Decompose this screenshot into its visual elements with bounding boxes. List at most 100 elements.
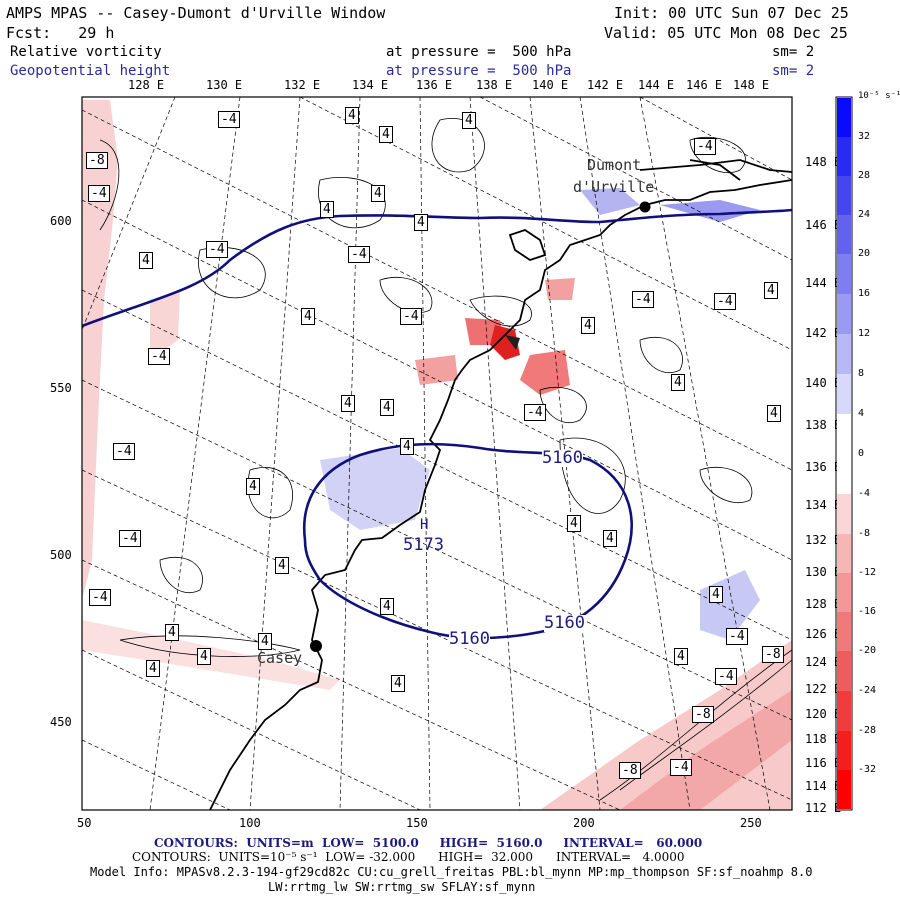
colorbar-units: 10⁻⁵ s⁻¹ xyxy=(858,91,900,101)
model-physics: LW:rrtmg_lw SW:rrtmg_sw SFLAY:sf_mynn xyxy=(268,880,536,894)
vorticity-label: 4 xyxy=(567,515,581,532)
vorticity-label: 4 xyxy=(400,438,414,455)
vorticity-label: 4 xyxy=(671,374,685,391)
colorbar-tick: 20 xyxy=(858,248,871,259)
vorticity-label: 4 xyxy=(380,598,394,615)
neg-vorticity-area xyxy=(82,100,118,600)
colorbar-segment xyxy=(837,334,851,374)
vorticity-label: 4 xyxy=(345,107,359,124)
top-lon-label: 138 E xyxy=(476,78,513,92)
colorbar-tick: 0 xyxy=(858,448,865,459)
casey-label: Casey xyxy=(257,649,303,667)
x-axis-label: 50 xyxy=(77,816,92,830)
colorbar-tick: 28 xyxy=(858,170,871,181)
colorbar-tick: 12 xyxy=(858,328,871,339)
vorticity-label: -8 xyxy=(762,646,784,663)
height-contour-label: 5160 xyxy=(542,448,583,468)
height-contour-label: 5160 xyxy=(544,613,585,633)
colorbar-tick: -32 xyxy=(858,764,877,775)
colorbar-frame xyxy=(835,96,853,811)
top-lon-label: 146 E xyxy=(686,78,723,92)
vorticity-label: 4 xyxy=(139,252,153,269)
init-time: Init: 00 UTC Sun 07 Dec 25 xyxy=(614,4,849,22)
colorbar-segment xyxy=(837,254,851,294)
neg-vorticity-area xyxy=(415,355,458,385)
pos-vorticity-area xyxy=(320,448,430,530)
top-lon-label: 144 E xyxy=(638,78,675,92)
neg-vorticity-area xyxy=(620,690,792,810)
graticule xyxy=(82,97,792,810)
field1-name: Relative vorticity xyxy=(10,44,162,60)
vorticity-label: -4 xyxy=(400,308,422,325)
field2-name: Geopotential height xyxy=(10,63,171,79)
vorticity-label: 4 xyxy=(371,185,385,202)
pos-vorticity-area xyxy=(660,200,760,222)
vorticity-label: 4 xyxy=(258,633,272,650)
map-title: AMPS MPAS -- Casey-Dumont d'Urville Wind… xyxy=(6,4,386,22)
vorticity-label: 4 xyxy=(603,530,617,547)
colorbar-tick: -16 xyxy=(858,606,877,617)
colorbar-tick: -8 xyxy=(858,528,871,539)
colorbar-segment xyxy=(837,731,851,770)
vorticity-label: 4 xyxy=(709,586,723,603)
field2-level: at pressure = 500 hPa xyxy=(386,63,572,79)
vorticity-label: -4 xyxy=(89,589,111,606)
top-lon-label: 142 E xyxy=(587,78,624,92)
colorbar-tick: -28 xyxy=(858,725,877,736)
colorbar-tick: 4 xyxy=(858,408,865,419)
y-axis-label: 550 xyxy=(50,381,72,395)
vorticity-label: -4 xyxy=(206,241,228,258)
vorticity-label: 4 xyxy=(767,405,781,422)
neg-vorticity-area xyxy=(520,350,570,395)
colorbar-segment xyxy=(837,651,851,691)
vorticity-label: 4 xyxy=(301,308,315,325)
colorbar-tick: -12 xyxy=(858,567,877,578)
vorticity-label: -4 xyxy=(632,291,654,308)
y-axis-label: 600 xyxy=(50,214,72,228)
top-lon-label: 134 E xyxy=(352,78,389,92)
height-contour-5160-closed xyxy=(302,442,633,640)
colorbar-tick: 24 xyxy=(858,209,871,220)
colorbar-tick: 16 xyxy=(858,288,871,299)
top-lon-label: 148 E xyxy=(733,78,770,92)
vorticity-label: -4 xyxy=(715,668,737,685)
vorticity-label: -8 xyxy=(86,152,108,169)
dumont-durville-marker[interactable] xyxy=(639,201,651,213)
vorticity-label: 4 xyxy=(379,126,393,143)
vorticity-contour-info: CONTOURS: UNITS=10⁻⁵ s⁻¹ LOW= -32.000 HI… xyxy=(132,850,685,864)
neg-vorticity-area xyxy=(150,290,180,360)
vorticity-label: 4 xyxy=(320,201,334,218)
vorticity-label: 4 xyxy=(275,557,289,574)
colorbar-segment xyxy=(837,98,851,137)
vorticity-label: 4 xyxy=(341,395,355,412)
vorticity-shading xyxy=(82,100,792,810)
vorticity-label: 4 xyxy=(391,675,405,692)
y-axis-label: 450 xyxy=(50,715,72,729)
colorbar-segment xyxy=(837,691,851,731)
vorticity-label: 4 xyxy=(462,112,476,129)
vorticity-contours xyxy=(99,118,792,801)
vorticity-label: -8 xyxy=(619,762,641,779)
top-lon-label: 128 E xyxy=(128,78,165,92)
height-contour-info: CONTOURS: UNITS=m LOW= 5100.0 HIGH= 5160… xyxy=(154,836,703,850)
forecast-hour: Fcst: 29 h xyxy=(6,24,115,42)
vorticity-label: 4 xyxy=(146,660,160,677)
colorbar xyxy=(835,96,853,811)
dumont-label: Dumont xyxy=(587,156,642,174)
vorticity-extreme xyxy=(505,335,520,350)
colorbar-tick: -4 xyxy=(858,488,871,499)
height-contours xyxy=(82,208,792,640)
height-low-value: 5173 xyxy=(403,535,444,555)
casey-marker[interactable] xyxy=(310,640,322,652)
vorticity-label: -8 xyxy=(692,706,714,723)
colorbar-segment xyxy=(837,294,851,334)
neg-vorticity-area xyxy=(82,620,340,690)
plot-frame xyxy=(81,96,793,811)
vorticity-label: 4 xyxy=(197,648,211,665)
vorticity-label: -4 xyxy=(714,293,736,310)
vorticity-label: -4 xyxy=(726,628,748,645)
vorticity-label: 4 xyxy=(764,282,778,299)
vorticity-label: -4 xyxy=(524,404,546,421)
vorticity-label: -4 xyxy=(119,530,141,547)
